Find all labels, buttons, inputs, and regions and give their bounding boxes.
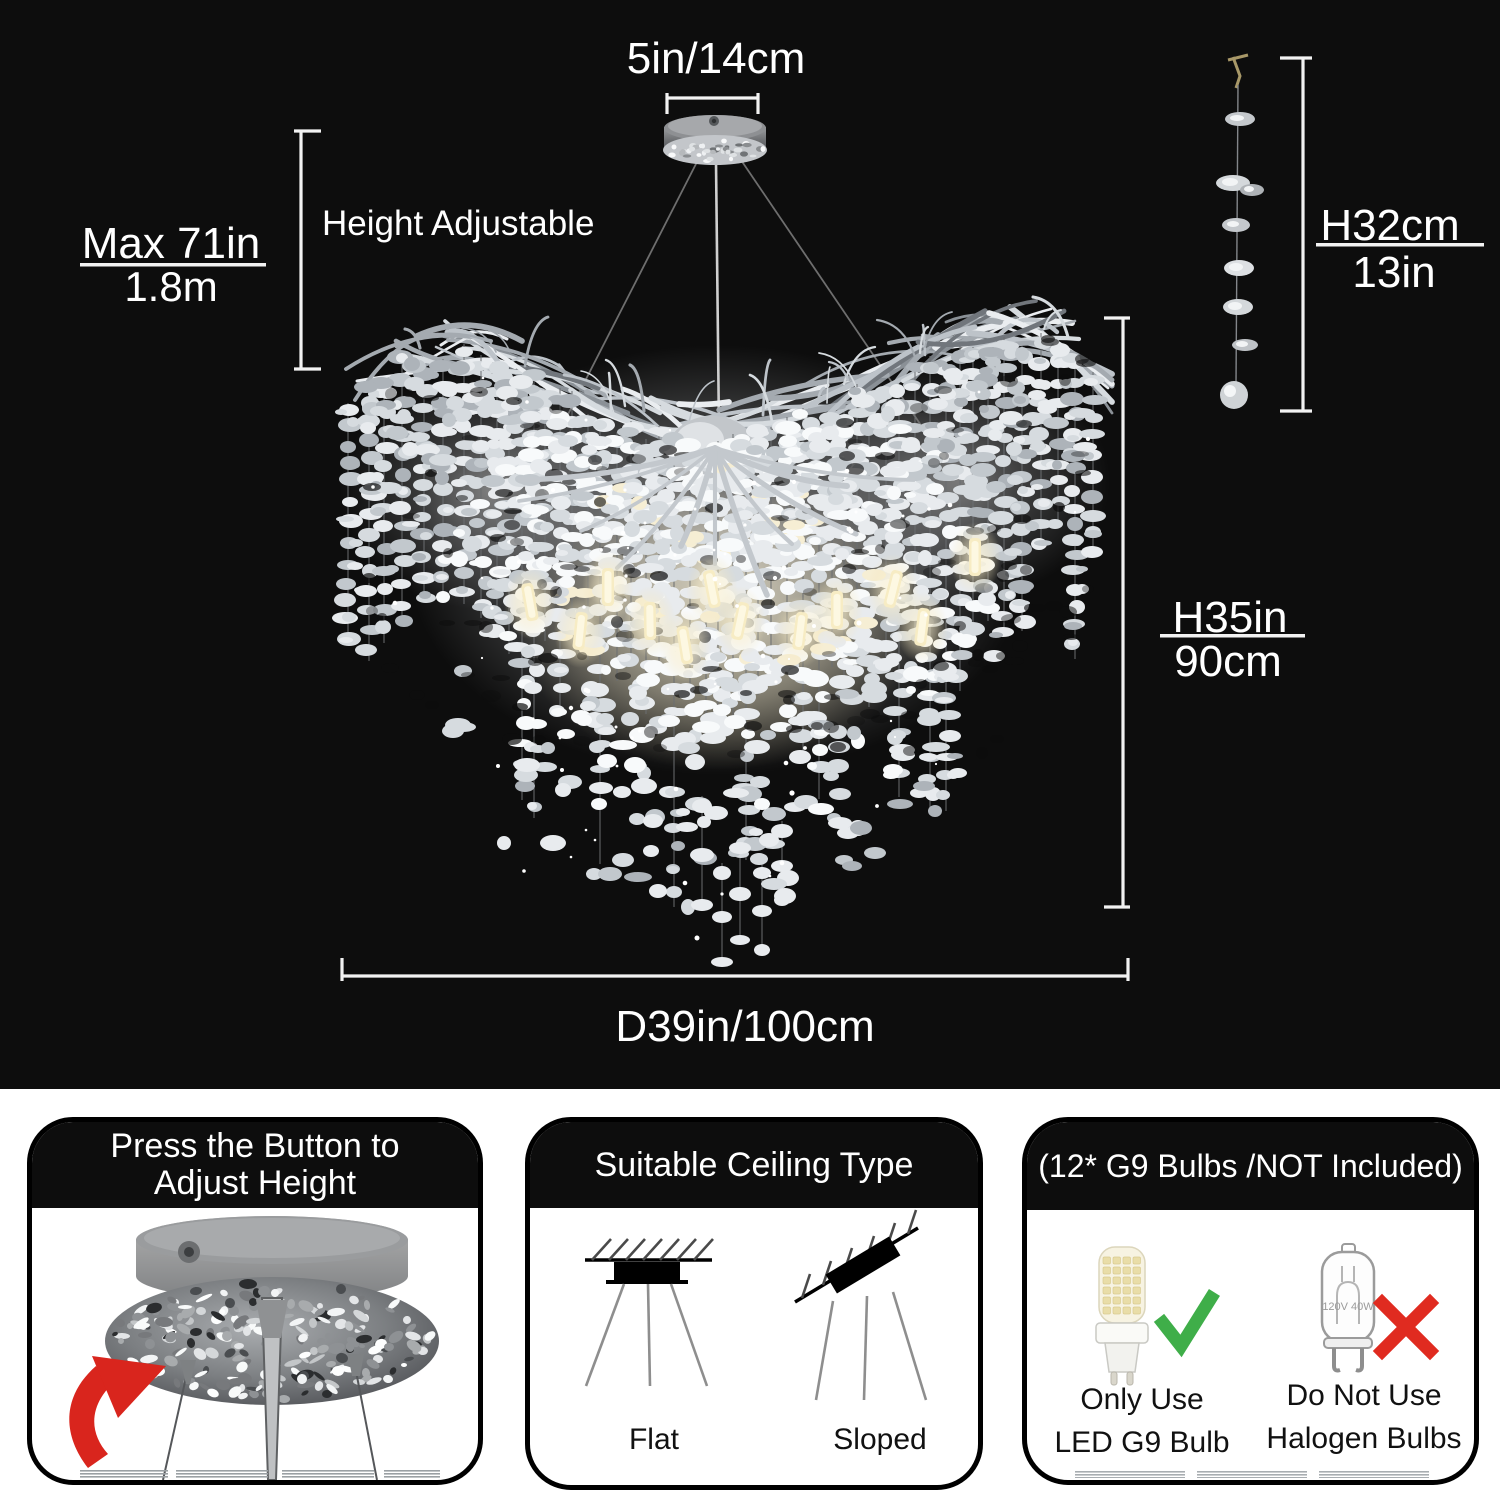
svg-text:5in/14cm: 5in/14cm [627, 34, 806, 83]
svg-text:D39in/100cm: D39in/100cm [615, 1002, 874, 1051]
svg-text:Flat: Flat [629, 1423, 680, 1456]
svg-text:H35in: H35in [1173, 593, 1288, 642]
svg-text:Height Adjustable: Height Adjustable [322, 204, 594, 243]
svg-text:120V 40W: 120V 40W [1322, 1301, 1374, 1313]
svg-text:90cm: 90cm [1174, 637, 1282, 686]
svg-text:13in: 13in [1352, 248, 1435, 297]
svg-text:1.8m: 1.8m [124, 263, 217, 310]
svg-text:Max 71in: Max 71in [82, 219, 261, 268]
svg-text:Sloped: Sloped [833, 1423, 926, 1456]
svg-text:H32cm: H32cm [1320, 201, 1459, 250]
